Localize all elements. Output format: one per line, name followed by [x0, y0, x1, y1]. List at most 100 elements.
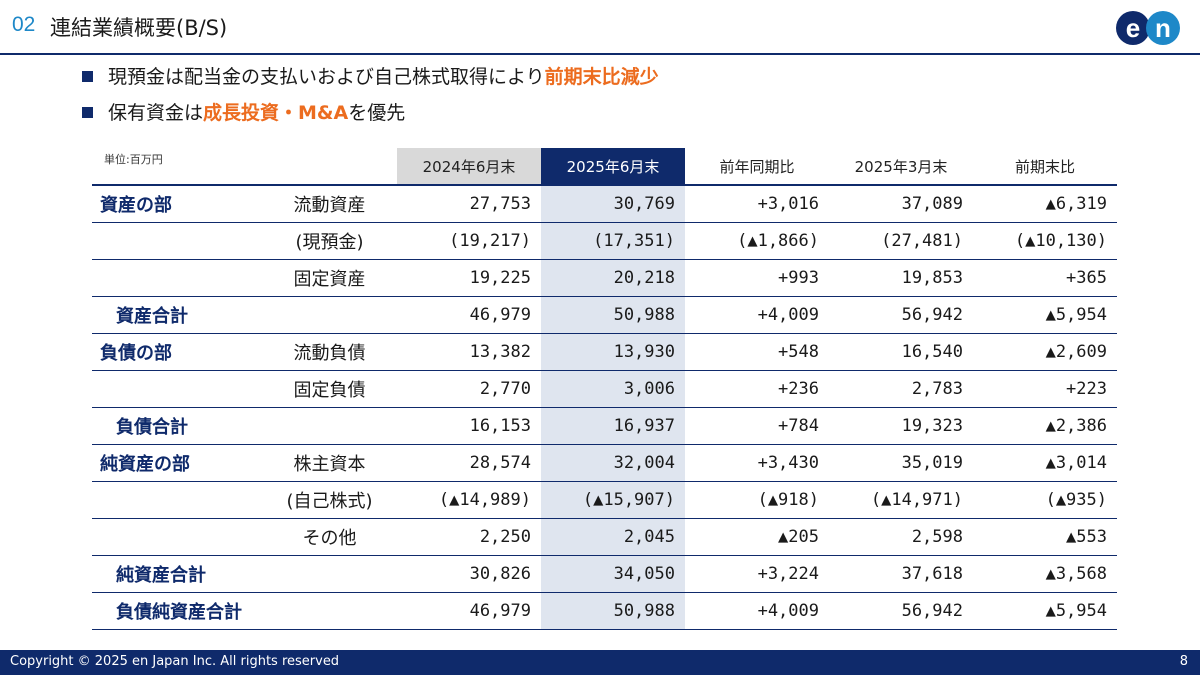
row-section-label: 負債純資産合計 — [92, 592, 262, 630]
table-cell: 32,004 — [541, 444, 685, 482]
header-spacer — [92, 148, 262, 185]
table-cell: 30,769 — [541, 184, 685, 223]
table-cell: 28,574 — [397, 444, 541, 482]
table-row: 負債純資産合計 46,979 50,988 +4,009 56,942 ▲5,954 — [92, 592, 1117, 630]
table-row: 負債合計 16,153 16,937 +784 19,323 ▲2,386 — [92, 407, 1117, 445]
bullet-square-icon — [82, 107, 93, 118]
table-cell: 37,089 — [829, 184, 973, 223]
row-section-label — [92, 481, 262, 519]
table-cell: +3,016 — [685, 184, 829, 223]
bullet-item: 保有資金は成長投資・M&Aを優先 — [82, 98, 659, 134]
table-cell: ▲3,568 — [973, 555, 1117, 593]
table-cell: 35,019 — [829, 444, 973, 482]
table-cell: 3,006 — [541, 370, 685, 408]
table-row: その他 2,250 2,045 ▲205 2,598 ▲553 — [92, 518, 1117, 556]
table-cell: 13,930 — [541, 333, 685, 371]
table-cell: 19,853 — [829, 259, 973, 297]
bullet-tail: を優先 — [348, 102, 406, 124]
row-item-label: (現預金) — [262, 222, 397, 260]
bullet-square-icon — [82, 71, 93, 82]
copyright-text: Copyright © 2025 en Japan Inc. All right… — [10, 654, 340, 669]
table-cell: 50,988 — [541, 296, 685, 334]
table-cell: (▲935) — [973, 481, 1117, 519]
row-item-label — [262, 555, 397, 593]
page-number: 8 — [1179, 654, 1188, 669]
table-cell: 19,225 — [397, 259, 541, 297]
table-cell: 50,988 — [541, 592, 685, 630]
table-cell: 46,979 — [397, 592, 541, 630]
table-cell: 34,050 — [541, 555, 685, 593]
table-cell: 20,218 — [541, 259, 685, 297]
table-cell: +993 — [685, 259, 829, 297]
table-cell: ▲2,386 — [973, 407, 1117, 445]
table-cell: (▲15,907) — [541, 481, 685, 519]
table-cell: +784 — [685, 407, 829, 445]
table-cell: +548 — [685, 333, 829, 371]
row-section-label — [92, 222, 262, 260]
row-section-label — [92, 370, 262, 408]
table-cell: ▲553 — [973, 518, 1117, 556]
table-cell: 16,153 — [397, 407, 541, 445]
table-row: 負債の部 流動負債 13,382 13,930 +548 16,540 ▲2,609 — [92, 333, 1117, 371]
column-header-2025-june: 2025年6月末 — [541, 148, 685, 185]
table-cell: ▲205 — [685, 518, 829, 556]
table-cell: (27,481) — [829, 222, 973, 260]
table-cell: +365 — [973, 259, 1117, 297]
table-cell: 2,045 — [541, 518, 685, 556]
row-item-label — [262, 407, 397, 445]
row-item-label — [262, 296, 397, 334]
svg-text:n: n — [1155, 13, 1171, 43]
bullet-text: 保有資金は — [108, 102, 204, 124]
table-row: 資産の部 流動資産 27,753 30,769 +3,016 37,089 ▲6,319 — [92, 184, 1117, 223]
header-spacer — [262, 148, 397, 185]
row-section-label: 負債合計 — [92, 407, 262, 445]
table-cell: 37,618 — [829, 555, 973, 593]
table-cell: 16,540 — [829, 333, 973, 371]
table-cell: 2,783 — [829, 370, 973, 408]
table-cell: 30,826 — [397, 555, 541, 593]
table-row: (現預金) (19,217) (17,351) (▲1,866) (27,481) (▲1… — [92, 222, 1117, 260]
table-cell: ▲5,954 — [973, 592, 1117, 630]
table-cell: +4,009 — [685, 592, 829, 630]
unit-label: 単位:百万円 — [104, 153, 163, 166]
table-cell: (17,351) — [541, 222, 685, 260]
table-cell: 27,753 — [397, 184, 541, 223]
row-item-label: 流動資産 — [262, 184, 397, 223]
row-item-label: その他 — [262, 518, 397, 556]
table-cell: ▲2,609 — [973, 333, 1117, 371]
table-row: 固定資産 19,225 20,218 +993 19,853 +365 — [92, 259, 1117, 297]
table-cell: (▲1,866) — [685, 222, 829, 260]
table-row: 純資産の部 株主資本 28,574 32,004 +3,430 35,019 ▲3,014 — [92, 444, 1117, 482]
table-cell: 56,942 — [829, 592, 973, 630]
bullet-highlight: 前期末比減少 — [544, 66, 659, 88]
table-cell: +236 — [685, 370, 829, 408]
table-cell: (▲14,989) — [397, 481, 541, 519]
table-cell: 19,323 — [829, 407, 973, 445]
table-cell: +223 — [973, 370, 1117, 408]
bullet-text: 現預金は配当金の支払いおよび自己株式取得により — [108, 66, 545, 88]
table-header-row: 2024年6月末 2025年6月末 前年同期比 2025年3月末 前期末比 — [92, 148, 1117, 185]
row-section-label: 負債の部 — [92, 333, 262, 371]
column-header-2025-march: 2025年3月末 — [854, 157, 948, 176]
row-item-label — [262, 592, 397, 630]
en-logo-icon: e n — [1116, 11, 1180, 45]
row-item-label: 株主資本 — [262, 444, 397, 482]
bullet-list: 現預金は配当金の支払いおよび自己株式取得により前期末比減少 保有資金は成長投資・… — [82, 62, 659, 134]
row-item-label: 流動負債 — [262, 333, 397, 371]
column-header-2024-june: 2024年6月末 — [397, 148, 541, 185]
row-section-label: 純資産合計 — [92, 555, 262, 593]
row-section-label: 資産合計 — [92, 296, 262, 334]
balance-sheet-table: 2024年6月末 2025年6月末 前年同期比 2025年3月末 前期末比 資産… — [92, 148, 1117, 630]
bullet-item: 現預金は配当金の支払いおよび自己株式取得により前期末比減少 — [82, 62, 659, 98]
table-cell: 16,937 — [541, 407, 685, 445]
table-cell: ▲5,954 — [973, 296, 1117, 334]
column-header-yoy: 前年同期比 — [719, 157, 795, 176]
table-cell: +4,009 — [685, 296, 829, 334]
table-cell: (▲918) — [685, 481, 829, 519]
table-cell: 56,942 — [829, 296, 973, 334]
table-cell: +3,224 — [685, 555, 829, 593]
table-cell: (▲14,971) — [829, 481, 973, 519]
table-cell: (▲10,130) — [973, 222, 1117, 260]
table-row: 純資産合計 30,826 34,050 +3,224 37,618 ▲3,568 — [92, 555, 1117, 593]
bullet-highlight: 成長投資・M&A — [203, 102, 349, 124]
